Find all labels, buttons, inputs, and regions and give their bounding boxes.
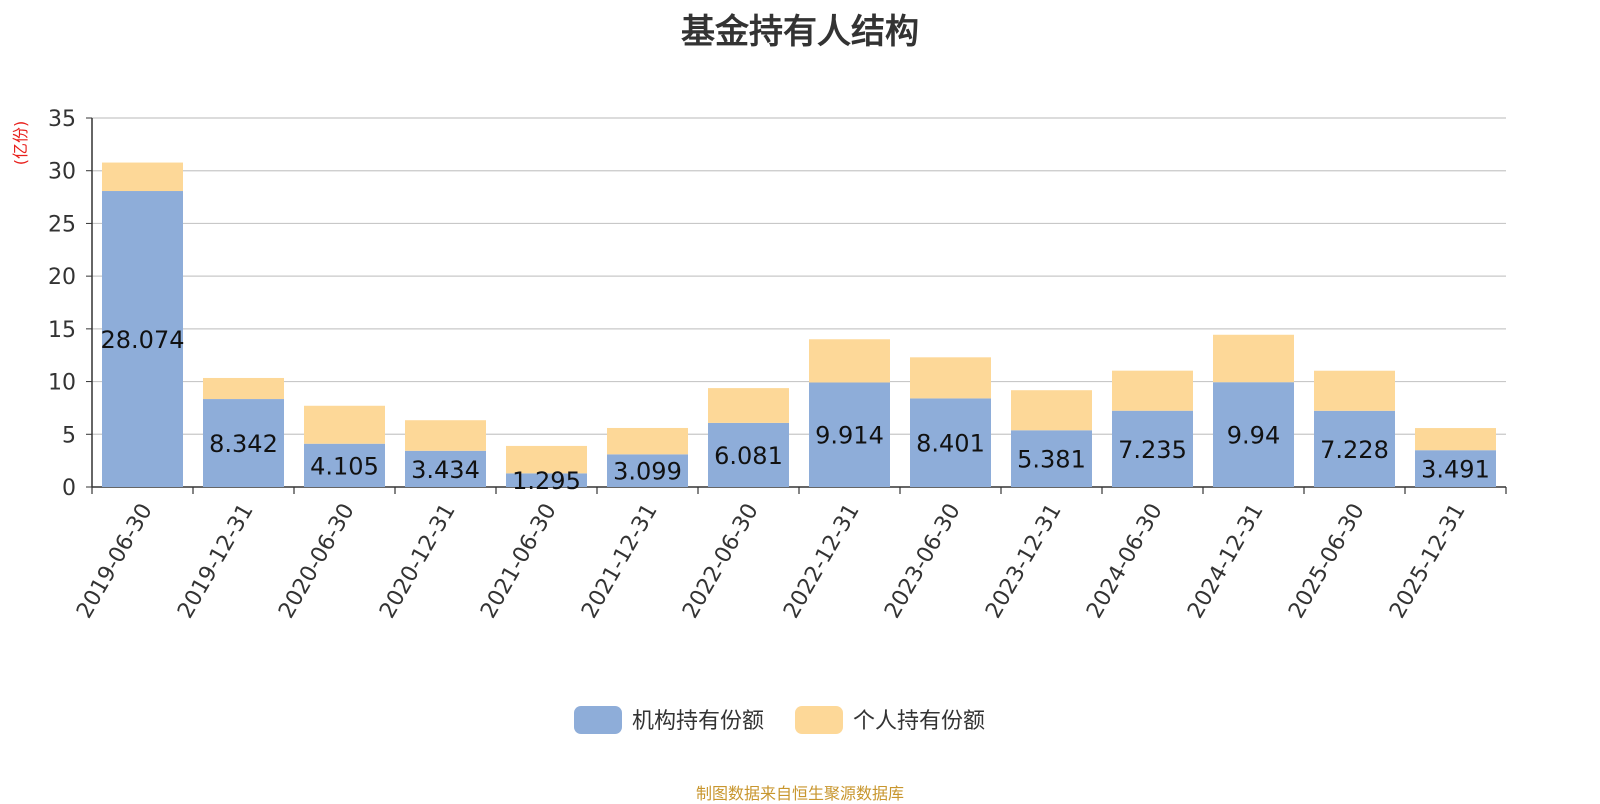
bar-data-label: 7.228 (1320, 436, 1389, 464)
y-tick-label: 5 (62, 423, 76, 448)
bar-individual (203, 377, 284, 400)
chart-title: 基金持有人结构 (681, 12, 919, 52)
bar-institutional (809, 382, 890, 487)
y-axis-label: (亿份) (11, 121, 30, 166)
bar-institutional (405, 450, 486, 487)
legend-swatch-institutional (574, 706, 622, 734)
bar-data-label: 8.342 (209, 430, 278, 458)
x-tick-label: 2024-12-31 (1183, 500, 1269, 623)
bar-data-label: 1.295 (512, 467, 581, 495)
bar-institutional (1112, 410, 1193, 487)
legend-swatch-individual (795, 706, 843, 734)
x-tick-label: 2020-06-30 (274, 500, 360, 623)
bar-data-label: 4.105 (310, 452, 379, 480)
bar-data-label: 9.914 (815, 422, 884, 450)
bar-institutional (506, 473, 587, 487)
y-tick-label: 35 (48, 107, 76, 132)
y-tick-label: 15 (48, 318, 76, 343)
bar-individual (1112, 370, 1193, 411)
x-tick-label: 2025-06-30 (1284, 500, 1370, 623)
bar-individual (506, 445, 587, 474)
legend-label-institutional: 机构持有份额 (632, 709, 764, 734)
bar-individual (405, 420, 486, 451)
bar-data-label: 3.434 (411, 456, 480, 484)
bar-individual (1415, 428, 1496, 451)
bar-data-label: 28.074 (101, 326, 185, 354)
bar-individual (1213, 334, 1294, 383)
bar-individual (1314, 370, 1395, 411)
x-tick-label: 2021-06-30 (476, 500, 562, 623)
bar-institutional (1011, 430, 1092, 487)
legend-label-individual: 个人持有份额 (853, 709, 985, 734)
bar-institutional (708, 422, 789, 487)
bar-data-label: 6.081 (714, 442, 783, 470)
x-tick-label: 2019-06-30 (72, 500, 158, 623)
bar-institutional (1213, 382, 1294, 487)
bar-data-label: 7.235 (1118, 436, 1187, 464)
bar-data-label: 5.381 (1017, 446, 1086, 474)
x-tick-label: 2020-12-31 (375, 500, 461, 623)
bar-individual (809, 339, 890, 383)
bar-institutional (607, 454, 688, 487)
x-tick-label: 2019-12-31 (173, 500, 259, 623)
bar-institutional (1314, 410, 1395, 487)
bar-individual (708, 388, 789, 423)
y-tick-label: 0 (62, 476, 76, 501)
x-tick-label: 2025-12-31 (1385, 500, 1471, 623)
bar-institutional (203, 399, 284, 487)
x-tick-label: 2021-12-31 (577, 500, 663, 623)
y-tick-label: 25 (48, 212, 76, 237)
bar-institutional (102, 191, 183, 487)
bar-institutional (910, 398, 991, 487)
bar-data-label: 3.099 (613, 458, 682, 486)
bar-individual (607, 427, 688, 455)
y-tick-label: 10 (48, 371, 76, 396)
x-tick-label: 2023-06-30 (880, 500, 966, 623)
x-tick-label: 2022-06-30 (678, 500, 764, 623)
x-tick-label: 2024-06-30 (1082, 500, 1168, 623)
bar-individual (910, 357, 991, 399)
stacked-bar-chart: 0 5 10 15 20 25 30 35 (亿份) 28.074 2019-06-30 8.342 2… (11, 107, 1507, 734)
bar-individual (1011, 390, 1092, 431)
bar-individual (304, 405, 385, 444)
bar-institutional (1415, 450, 1496, 487)
x-tick-label: 2022-12-31 (779, 500, 865, 623)
bar-institutional (304, 443, 385, 487)
bar-individual (102, 162, 183, 192)
y-tick-label: 20 (48, 265, 76, 290)
data-source-note: 制图数据来自恒生聚源数据库 (695, 784, 904, 803)
x-tick-label: 2023-12-31 (981, 500, 1067, 623)
bar-data-label: 3.491 (1421, 456, 1490, 484)
bar-data-label: 9.94 (1227, 422, 1280, 450)
bar-data-label: 8.401 (916, 430, 985, 458)
y-tick-label: 30 (48, 160, 76, 185)
